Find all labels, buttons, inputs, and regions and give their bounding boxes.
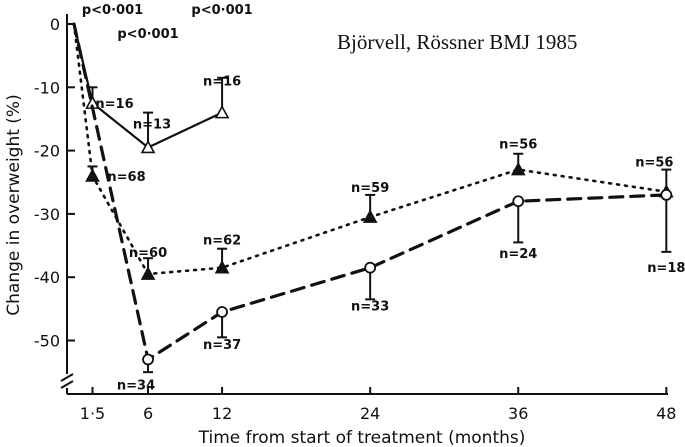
x-tick-label: 6 (143, 404, 153, 423)
data-point (214, 104, 230, 119)
axes (60, 14, 668, 395)
data-point-label: n=68 (107, 170, 145, 185)
data-point-label: n=34 (117, 378, 155, 393)
x-tick-label: 24 (360, 404, 380, 423)
data-point (214, 260, 230, 274)
series-0 (72, 22, 230, 154)
data-point-label: n=59 (351, 181, 389, 196)
series-line (72, 22, 668, 276)
x-tick-label: 12 (212, 404, 232, 423)
data-point-label: n=24 (499, 247, 537, 262)
data-point (140, 139, 156, 154)
point-labels: n=16n=13n=16n=68n=60n=62n=59n=56n=56n=34… (82, 3, 685, 393)
data-point-label: n=33 (351, 300, 389, 315)
data-point-label: n=16 (95, 97, 133, 112)
y-tick-label: -10 (34, 78, 60, 97)
source-citation: Björvell, Rössner BMJ 1985 (337, 30, 578, 54)
data-point (140, 266, 156, 280)
data-point-label: n=16 (203, 75, 241, 90)
data-point (362, 209, 378, 223)
p-value-annotation: p<0·001 (191, 3, 252, 18)
data-point-label: n=56 (499, 138, 537, 153)
data-point (660, 189, 673, 201)
series-line (72, 22, 668, 363)
data-point-label: n=56 (635, 156, 673, 171)
y-axis-label: Change in overweight (%) (4, 94, 24, 315)
y-tick-label: -40 (34, 268, 60, 287)
series-group (72, 22, 674, 374)
axis-ticks: 0 -10 -20 -30 -40 -50 1·5 6 12 24 36 48 (34, 15, 677, 423)
data-point (85, 168, 100, 182)
data-point (142, 353, 154, 366)
x-tick-label: 1·5 (80, 404, 105, 423)
y-tick-label: -30 (34, 205, 60, 224)
data-point (512, 195, 525, 208)
y-tick-label: 0 (50, 15, 60, 34)
series-1 (72, 22, 674, 280)
y-tick-label: -20 (34, 142, 60, 161)
y-tick-label: -50 (34, 332, 60, 351)
data-point (216, 306, 228, 318)
p-value-annotation: p<0·001 (82, 3, 143, 18)
data-point (510, 161, 526, 176)
axis-break-mark (60, 373, 74, 389)
data-point-label: n=62 (203, 234, 241, 249)
data-point (364, 261, 377, 274)
x-axis-label: Time from start of treatment (months) (198, 428, 526, 447)
x-tick-label: 48 (656, 404, 676, 423)
data-point-label: n=18 (647, 261, 685, 276)
data-point-label: n=37 (203, 338, 241, 353)
x-tick-label: 36 (508, 404, 528, 423)
series-2 (72, 22, 673, 374)
p-value-annotation: p<0·001 (117, 27, 178, 42)
data-point-label: n=60 (129, 246, 167, 261)
data-point-label: n=13 (133, 117, 171, 132)
